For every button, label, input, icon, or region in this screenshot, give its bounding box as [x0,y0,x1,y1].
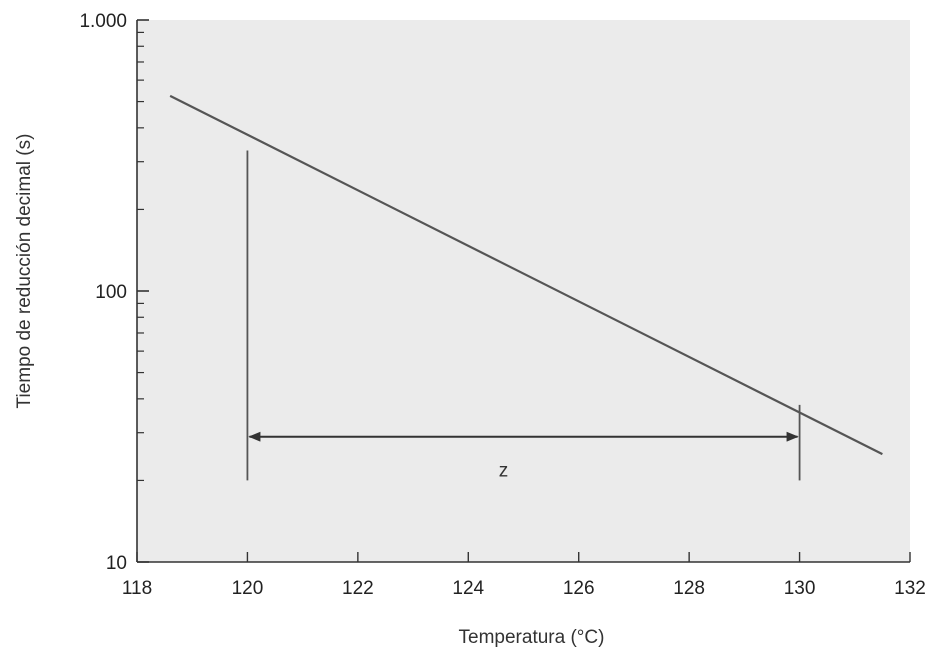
x-tick-label: 132 [894,578,926,599]
x-tick-label: 126 [563,578,595,599]
z-label: z [499,461,509,482]
x-tick-label: 120 [232,578,264,599]
x-tick-label: 130 [784,578,816,599]
x-axis-title: Temperatura (°C) [459,627,605,648]
y-tick-label: 1.000 [79,11,127,32]
x-tick-label: 122 [342,578,374,599]
y-tick-label: 10 [106,553,127,574]
x-tick-label: 124 [452,578,484,599]
series-line [169,94,883,456]
y-axis-title: Tiempo de reducción decimal (s) [14,134,35,409]
x-tick-label: 128 [673,578,705,599]
axes: 118 120 122 124 126 128 130 132 10 100 1.000 [79,11,925,599]
plot-area [137,20,910,562]
reference-lines [246,150,801,481]
x-tick-label: 118 [122,578,152,599]
annotations: z [248,431,799,482]
y-tick-label: 100 [95,282,127,303]
series-group [169,94,883,456]
